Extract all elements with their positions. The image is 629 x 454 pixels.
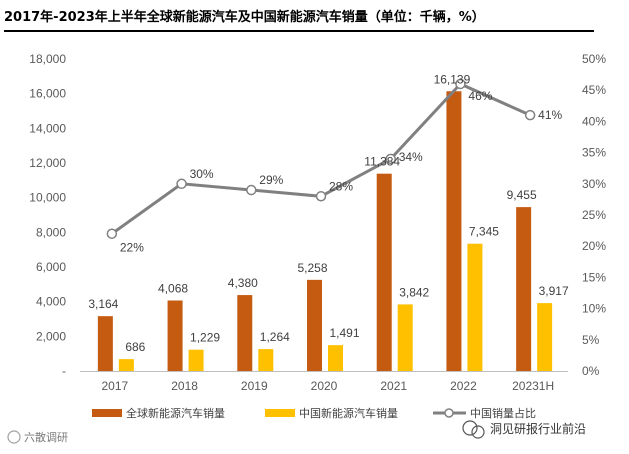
bar-china <box>537 303 553 371</box>
y-left-tick: 4,000 <box>36 295 66 309</box>
y-left-tick: 8,000 <box>36 225 66 239</box>
watermarks: 六散调研 洞见研报行业前沿 <box>7 420 586 444</box>
share-point <box>246 184 257 196</box>
legend-label-share: 中国销量占比 <box>470 406 536 420</box>
x-tick: 2022 <box>450 379 477 393</box>
bar-global <box>167 300 183 371</box>
y-right-tick: 30% <box>582 177 606 191</box>
x-tick: 20231H <box>512 379 554 393</box>
y-left-tick: 2,000 <box>36 329 66 343</box>
legend-swatch-share-marker <box>444 408 454 418</box>
bars <box>97 91 553 372</box>
data-labels: 3,164 686 4,068 1,229 4,380 1,264 5,258 1,491 11… <box>88 72 569 354</box>
label-share: 22% <box>120 241 144 255</box>
bar-china <box>188 349 204 371</box>
x-tick: 2019 <box>241 379 268 393</box>
x-tick: 2021 <box>380 379 407 393</box>
legend-label-china: 中国新能源汽车销量 <box>299 406 398 420</box>
bar-global <box>307 279 322 371</box>
label-china: 1,229 <box>190 331 220 345</box>
y-right-tick: 15% <box>582 270 606 284</box>
share-point <box>176 178 187 190</box>
bar-global <box>446 91 462 372</box>
label-china: 7,345 <box>469 225 499 239</box>
label-share: 46% <box>468 89 492 103</box>
y-right-tick: 25% <box>582 208 606 222</box>
y-left-tick: 14,000 <box>29 121 66 135</box>
legend: 全球新能源汽车销量 中国新能源汽车销量 中国销量占比 <box>92 406 536 420</box>
y-axis-left: - 2,000 4,000 6,000 8,000 10,000 12,000 14,000 1… <box>29 52 66 378</box>
y-right-tick: 35% <box>582 146 606 160</box>
label-share: 41% <box>538 108 562 122</box>
bar-china <box>467 243 483 371</box>
share-line <box>106 78 536 239</box>
share-point <box>385 153 396 165</box>
bar-global <box>516 207 532 371</box>
bar-china <box>258 349 274 371</box>
y-axis-right: 0% 5% 10% 15% 20% 25% 30% 35% 40% 45% 50% <box>582 52 606 378</box>
label-global: 4,380 <box>228 276 258 290</box>
label-global: 4,068 <box>158 281 188 295</box>
y-left-tick: - <box>62 364 66 378</box>
bar-global <box>237 295 253 371</box>
y-right-tick: 40% <box>582 114 606 128</box>
label-share: 29% <box>259 173 283 187</box>
label-china: 1,264 <box>260 330 290 344</box>
watermark-right: 洞见研报行业前沿 <box>490 421 586 436</box>
share-line-path <box>110 82 531 235</box>
y-right-tick: 50% <box>582 52 606 66</box>
share-point <box>315 191 327 202</box>
y-right-tick: 45% <box>582 83 606 97</box>
watermark-left-icon <box>7 430 21 444</box>
bar-global <box>97 316 113 371</box>
label-china: 686 <box>125 340 145 354</box>
y-left-tick: 18,000 <box>29 52 66 66</box>
x-tick: 2018 <box>171 379 198 393</box>
y-right-tick: 10% <box>582 302 606 316</box>
y-left-tick: 16,000 <box>29 87 66 101</box>
bar-china <box>118 359 134 371</box>
bar-global <box>376 173 392 371</box>
y-left-tick: 6,000 <box>36 260 66 274</box>
watermark-left: 六散调研 <box>24 430 68 444</box>
chart-title: 2017年-2023年上半年全球新能源汽车及中国新能源汽车销量（单位：千辆，%） <box>4 6 594 32</box>
x-axis: 2017 2018 2019 2020 2021 2022 20231H <box>80 371 568 393</box>
label-global: 3,164 <box>88 297 118 311</box>
y-right-tick: 0% <box>582 364 600 378</box>
share-point <box>106 228 118 239</box>
label-global: 16,139 <box>434 72 471 86</box>
legend-label-global: 全球新能源汽车销量 <box>126 406 225 420</box>
label-global: 9,455 <box>507 188 537 202</box>
label-china: 1,491 <box>329 326 359 340</box>
y-right-tick: 20% <box>582 239 606 253</box>
wechat-icon-2 <box>471 425 485 439</box>
legend-swatch-china <box>265 409 295 417</box>
label-china: 3,842 <box>399 285 429 299</box>
label-share: 28% <box>329 179 353 193</box>
y-left-tick: 10,000 <box>29 191 66 205</box>
share-point <box>455 78 466 90</box>
legend-swatch-global <box>92 409 122 417</box>
wechat-icon <box>462 420 478 436</box>
label-global: 11,384 <box>364 155 400 169</box>
y-left-tick: 12,000 <box>29 156 66 170</box>
label-global: 5,258 <box>297 261 327 275</box>
bar-china <box>397 304 413 371</box>
share-point <box>524 109 536 121</box>
x-tick: 2017 <box>102 379 129 393</box>
label-share: 30% <box>190 167 214 181</box>
bar-china <box>328 345 343 371</box>
y-right-tick: 5% <box>582 333 600 347</box>
label-china: 3,917 <box>539 284 569 298</box>
label-share: 34% <box>399 150 423 164</box>
x-tick: 2020 <box>311 379 338 393</box>
